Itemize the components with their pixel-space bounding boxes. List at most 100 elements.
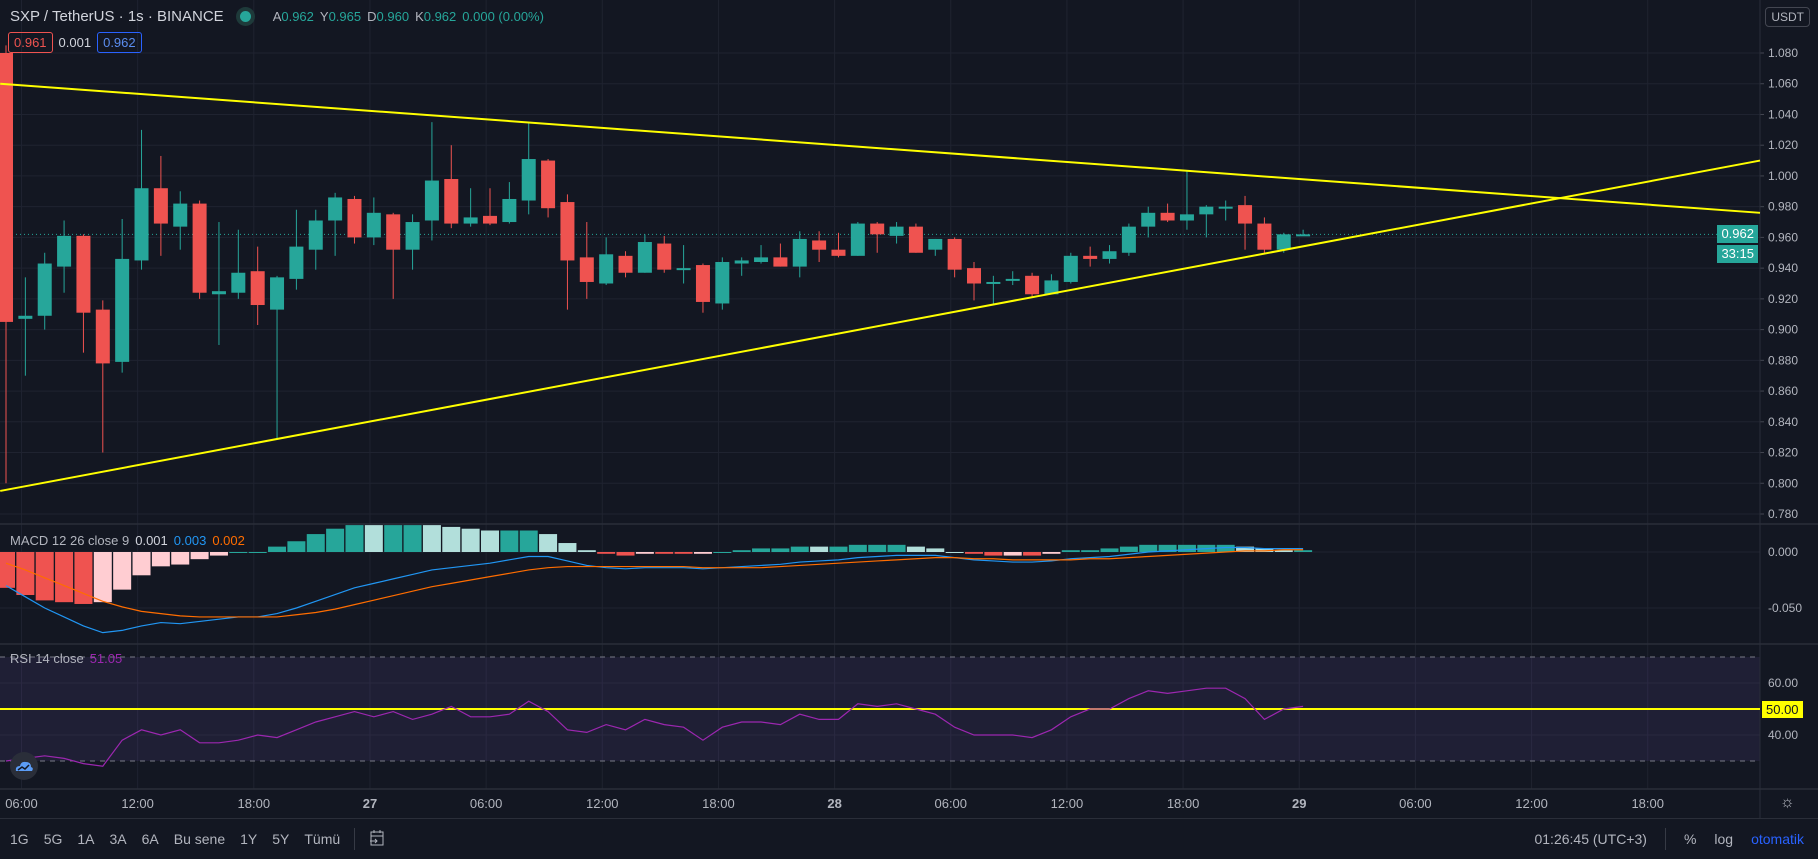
time-axis-label: 12:00 bbox=[1515, 796, 1548, 811]
candle-body bbox=[870, 223, 885, 235]
candle bbox=[502, 182, 517, 224]
range-1g[interactable]: 1G bbox=[10, 831, 29, 847]
candle-body bbox=[37, 263, 52, 316]
macd-histogram-bar bbox=[287, 541, 306, 552]
candle-body bbox=[1025, 275, 1040, 295]
candle-body bbox=[928, 238, 943, 250]
candle bbox=[386, 212, 401, 299]
candle-body bbox=[444, 179, 459, 224]
candle-body bbox=[676, 268, 691, 271]
candle-body bbox=[250, 271, 265, 306]
candle bbox=[1238, 195, 1253, 250]
high-value: 0.965 bbox=[328, 9, 362, 24]
log-toggle[interactable]: log bbox=[1714, 831, 1734, 847]
candle bbox=[18, 277, 33, 376]
low-value: 0.960 bbox=[376, 9, 410, 24]
candle bbox=[579, 222, 594, 299]
macd-histogram-bar bbox=[171, 552, 190, 565]
candle bbox=[347, 195, 362, 244]
high-label: Y bbox=[319, 9, 329, 24]
candle bbox=[424, 122, 439, 241]
settings-gear-icon[interactable]: ☼ bbox=[1780, 794, 1795, 811]
macd-histogram-bar bbox=[1003, 552, 1022, 556]
candle bbox=[250, 246, 265, 325]
range-3a[interactable]: 3A bbox=[109, 831, 127, 847]
candle-body bbox=[347, 198, 362, 238]
rsi-legend[interactable]: RSI 14 close 51.05 bbox=[10, 651, 122, 666]
price-chart[interactable]: 06:00 12:00 18:00 27 06:00 12:00 18:00 28 06:00 1… bbox=[0, 0, 1818, 818]
candle bbox=[986, 275, 1001, 306]
price-axis-label: 1.000 bbox=[1768, 169, 1798, 183]
sell-button[interactable]: 0.961 bbox=[8, 32, 53, 53]
rsi-midline-badge: 50.00 bbox=[1762, 701, 1803, 718]
price-axis-label: 1.040 bbox=[1768, 107, 1798, 121]
candle bbox=[1044, 274, 1059, 295]
range-1a[interactable]: 1A bbox=[77, 831, 95, 847]
time-axis-label: 12:00 bbox=[586, 796, 619, 811]
buy-button[interactable]: 0.962 bbox=[97, 32, 142, 53]
clock[interactable]: 01:26:45 (UTC+3) bbox=[1534, 831, 1647, 847]
range-5g[interactable]: 5G bbox=[43, 831, 63, 847]
macd-histogram-bar bbox=[984, 552, 1003, 556]
candle bbox=[754, 245, 769, 264]
currency-button[interactable]: USDT bbox=[1765, 7, 1810, 27]
divider bbox=[1664, 828, 1666, 850]
macd-histogram-bar bbox=[481, 530, 499, 552]
macd-histogram-bar bbox=[519, 530, 538, 552]
macd-histogram-bar bbox=[461, 528, 480, 552]
candle-body bbox=[1083, 255, 1098, 259]
candle bbox=[734, 257, 749, 276]
range-all[interactable]: Tümü bbox=[304, 831, 341, 847]
macd-signal-value: 0.002 bbox=[212, 533, 245, 548]
candle-body bbox=[1044, 280, 1059, 295]
candle-body bbox=[211, 291, 226, 295]
candle-body bbox=[889, 226, 904, 236]
go-to-date-icon[interactable] bbox=[369, 829, 385, 850]
candle bbox=[521, 122, 536, 215]
percent-toggle[interactable]: % bbox=[1683, 831, 1697, 847]
macd-histogram-bar bbox=[1177, 544, 1196, 552]
macd-histogram-bar bbox=[209, 552, 228, 556]
time-axis-label: 06:00 bbox=[470, 796, 503, 811]
candle bbox=[57, 220, 72, 293]
candle bbox=[153, 155, 168, 256]
macd-axis-label: -0.050 bbox=[1768, 601, 1802, 615]
candle-body bbox=[541, 160, 556, 209]
ohlc-values: A0.962 Y0.965 D0.960 K0.962 0.000 (0.00%… bbox=[273, 9, 544, 24]
time-axis-label: 18:00 bbox=[1631, 796, 1664, 811]
candle bbox=[463, 188, 478, 227]
macd-histogram-bar bbox=[1042, 552, 1061, 554]
candle bbox=[967, 261, 981, 301]
macd-histogram-bar bbox=[500, 530, 519, 552]
auto-scale-toggle[interactable]: otomatik bbox=[1751, 831, 1804, 847]
macd-legend[interactable]: MACD 12 26 close 9 0.001 0.003 0.002 bbox=[10, 533, 245, 548]
macd-histogram-bar bbox=[1255, 548, 1274, 552]
candle-body bbox=[754, 257, 769, 262]
candle bbox=[95, 300, 110, 453]
range-5y[interactable]: 5Y bbox=[272, 831, 290, 847]
candle-body bbox=[231, 272, 246, 293]
time-axis-label: 29 bbox=[1292, 796, 1306, 811]
time-axis-label: 06:00 bbox=[1399, 796, 1432, 811]
macd-histogram-bar bbox=[635, 552, 654, 554]
candle-body bbox=[715, 261, 730, 304]
tradingview-logo-icon[interactable] bbox=[10, 752, 38, 780]
range-ytd[interactable]: Bu sene bbox=[173, 831, 226, 847]
price-axis-label: 0.800 bbox=[1768, 476, 1798, 490]
macd-histogram-bar bbox=[810, 546, 829, 552]
candle bbox=[231, 229, 246, 299]
range-6a[interactable]: 6A bbox=[141, 831, 159, 847]
candle bbox=[405, 214, 420, 270]
macd-histogram-bar bbox=[1139, 544, 1158, 552]
spread-value: 0.001 bbox=[58, 35, 92, 50]
range-1y[interactable]: 1Y bbox=[240, 831, 258, 847]
macd-signal-line bbox=[5, 549, 1304, 618]
rsi-line bbox=[5, 687, 1304, 767]
symbol-title[interactable]: SXP / TetherUS · 1s · BINANCE bbox=[10, 8, 224, 25]
candle bbox=[657, 235, 672, 273]
price-axis-label: 0.780 bbox=[1768, 507, 1798, 521]
macd-histogram-bar bbox=[693, 552, 712, 554]
candle bbox=[1025, 272, 1040, 298]
candle-body bbox=[792, 238, 807, 267]
candle bbox=[173, 191, 188, 250]
